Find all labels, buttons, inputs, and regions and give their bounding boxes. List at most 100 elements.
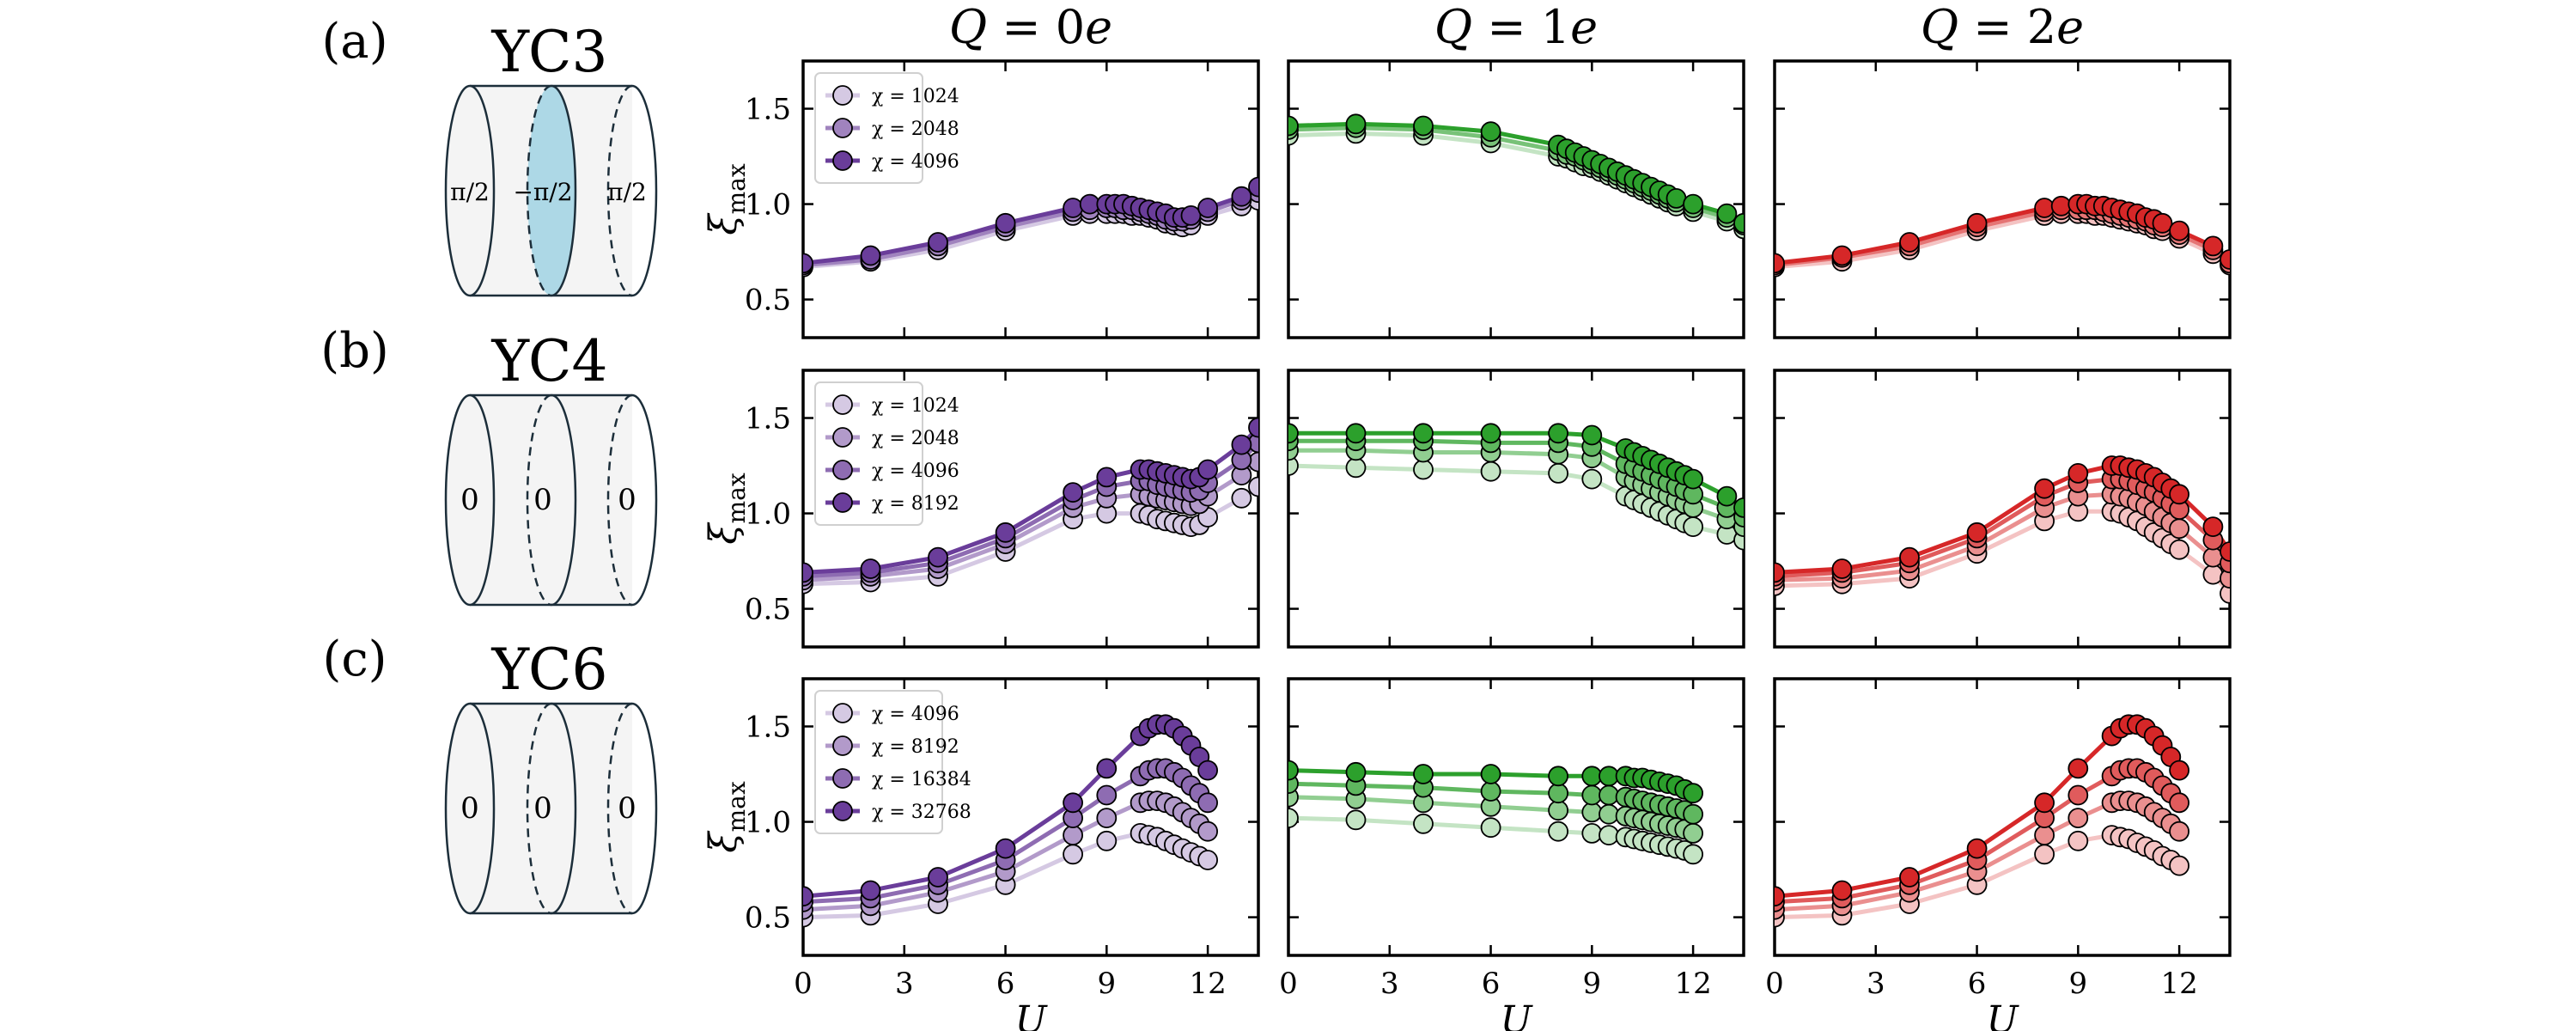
legend-marker (832, 85, 853, 106)
cylinder-right-rim (631, 84, 658, 297)
flux-label: π/2 (450, 178, 490, 206)
data-point (1480, 764, 1501, 784)
data-point (803, 562, 813, 583)
data-point (1899, 867, 1920, 888)
data-point (1599, 766, 1619, 787)
data-point (1096, 808, 1117, 828)
data-point (1775, 253, 1785, 274)
legend-marker (832, 427, 853, 448)
panel-green-row1 (1287, 59, 1745, 339)
cylinder-left-end (444, 84, 496, 297)
row-label: (a) (321, 14, 387, 70)
legend: χ = 1024 χ = 2048 χ = 4096 χ = 8192 (814, 381, 959, 526)
legend-label: χ = 4096 (872, 151, 959, 173)
x-tick-label: 0 (1279, 967, 1298, 1001)
series-group (803, 176, 1258, 278)
y-tick-label: 1.5 (745, 402, 791, 436)
data-point (1288, 115, 1299, 137)
cylinder-middle-rim (551, 702, 577, 915)
y-tick-label: 0.5 (745, 593, 791, 627)
data-point (1581, 766, 1603, 787)
data-point (995, 522, 1016, 543)
cylinder-middle-back (526, 84, 552, 297)
legend-label: χ = 8192 (872, 493, 959, 515)
data-point (2202, 546, 2224, 568)
panel-red-row1 (1773, 59, 2232, 339)
column-title: Q = 2e (1921, 0, 2084, 54)
data-point (1345, 457, 1367, 479)
plot-frame (1287, 369, 1745, 649)
x-tick-label: 9 (1583, 967, 1602, 1001)
cylinder-middle-rim (551, 393, 577, 607)
legend-label: χ = 4096 (872, 704, 959, 725)
data-point (2050, 195, 2072, 217)
data-point (2202, 235, 2224, 257)
series-group (1775, 193, 2230, 278)
flux-label: 0 (533, 791, 552, 826)
data-point (2034, 792, 2055, 814)
data-point (1248, 176, 1258, 198)
panel-green-row2 (1287, 369, 1745, 649)
data-point (1063, 825, 1083, 845)
legend-label: χ = 2048 (872, 428, 959, 449)
x-tick-label: 9 (1098, 967, 1117, 1001)
data-point (1666, 187, 1687, 209)
data-point (1063, 198, 1083, 218)
data-point (1683, 193, 1703, 215)
data-point (860, 245, 881, 266)
data-point (1197, 198, 1218, 218)
data-point (1197, 792, 1218, 814)
data-point (1413, 115, 1434, 137)
data-point (1096, 758, 1117, 779)
legend-label: χ = 1024 (872, 86, 959, 107)
y-tick-label: 0.5 (745, 901, 791, 936)
data-point (2067, 463, 2089, 484)
cylinder-right-rim (631, 393, 658, 607)
column-title: Q = 0e (949, 0, 1112, 54)
data-point (1581, 784, 1603, 806)
data-point (1733, 497, 1744, 518)
data-point (860, 880, 881, 901)
lattice-name: YC4 (491, 328, 608, 394)
data-point (1683, 516, 1703, 537)
x-tick-label: 12 (1674, 967, 1711, 1001)
legend: χ = 1024 χ = 2048 χ = 4096 (814, 72, 959, 184)
data-point (995, 212, 1016, 234)
x-tick-label: 6 (996, 967, 1015, 1001)
legend-label: χ = 2048 (872, 119, 959, 140)
legend-marker (832, 768, 853, 789)
data-point (1096, 784, 1117, 806)
cylinder-body (470, 395, 632, 605)
data-point (1345, 113, 1367, 135)
data-point (1831, 880, 1853, 901)
y-tick-label: 1.0 (745, 497, 791, 532)
data-point (1775, 562, 1785, 583)
data-point (2034, 825, 2055, 845)
y-tick-label: 1.5 (745, 93, 791, 127)
data-point (2152, 212, 2173, 234)
data-point (1599, 803, 1619, 825)
data-point (1231, 434, 1252, 455)
data-point (2169, 760, 2190, 781)
legend-marker (832, 118, 853, 138)
data-point (1548, 800, 1568, 821)
flux-label: π/2 (607, 178, 647, 206)
data-point (2169, 539, 2190, 560)
data-point (928, 232, 948, 253)
y-tick-label: 1.5 (745, 711, 791, 745)
cylinder-right-back (606, 702, 633, 915)
row-label: (c) (322, 631, 387, 687)
y-axis-label: ξmax (702, 781, 751, 852)
data-point (2220, 541, 2230, 562)
legend: χ = 4096 χ = 8192 χ = 16384 χ = 32768 (814, 690, 971, 834)
data-point (860, 558, 881, 579)
data-point (1480, 817, 1501, 839)
data-point (1966, 522, 1988, 543)
legend-marker (832, 460, 853, 480)
data-point (1899, 546, 1920, 568)
data-point (1288, 423, 1299, 444)
data-point (1345, 423, 1367, 444)
data-point (2169, 792, 2190, 814)
cylinder-middle-back (526, 393, 552, 607)
